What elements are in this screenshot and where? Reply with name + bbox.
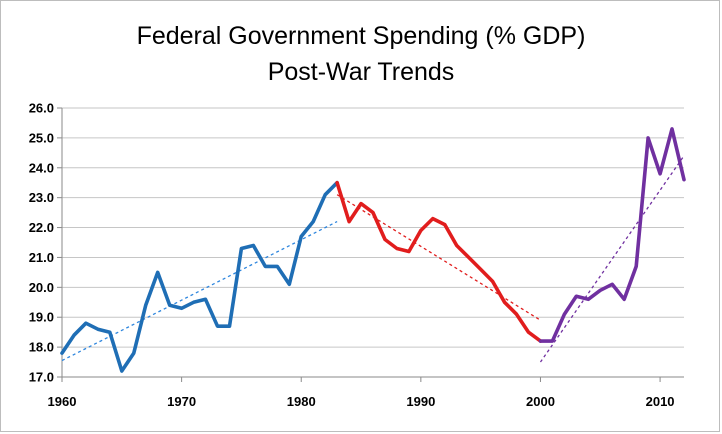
trendline-1 — [61, 220, 338, 362]
series-line-2 — [335, 180, 543, 343]
x-tick-label: 2000 — [526, 394, 555, 409]
series-layer — [60, 127, 686, 373]
chart-subtitle: Post-War Trends — [267, 58, 455, 86]
tick-label-layer: 17.0 18.0 19.0 20.0 21.0 22.0 23.0 24.0 25.0 26.0… — [29, 101, 675, 410]
x-tick-label: 1960 — [48, 394, 77, 409]
y-tick-label: 22.0 — [29, 220, 54, 235]
axis-layer — [57, 107, 684, 382]
chart-title: Federal Government Spending (% GDP) — [136, 22, 586, 50]
x-tick-label: 1970 — [167, 394, 196, 409]
series-line-1 — [60, 180, 339, 373]
y-tick-label: 21.0 — [29, 250, 54, 265]
x-tick-label: 1980 — [287, 394, 316, 409]
y-tick-label: 20.0 — [29, 280, 54, 295]
y-tick-label: 24.0 — [29, 160, 54, 175]
y-tick-label: 25.0 — [29, 130, 54, 145]
y-tick-label: 19.0 — [29, 310, 54, 325]
y-tick-label: 17.0 — [29, 370, 54, 385]
y-tick-label: 23.0 — [29, 190, 54, 205]
trendline-layer — [61, 155, 685, 363]
y-tick-label: 18.0 — [29, 340, 54, 355]
series-line-3 — [538, 127, 686, 343]
trendline-2 — [336, 194, 541, 321]
x-tick-label: 1990 — [406, 394, 435, 409]
x-tick-label: 2010 — [646, 394, 675, 409]
y-tick-label: 26.0 — [29, 101, 54, 116]
grid-layer — [62, 107, 684, 348]
trendline-3 — [539, 155, 685, 363]
